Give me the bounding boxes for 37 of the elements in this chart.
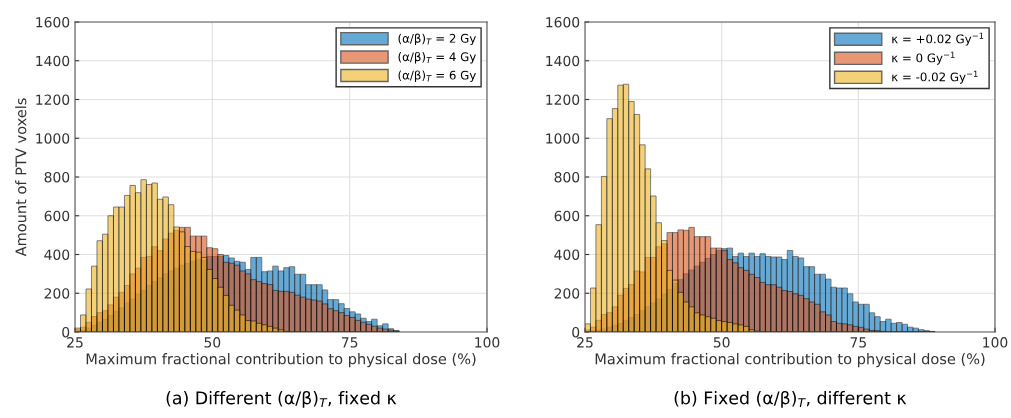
y-tick-label: 800 <box>44 171 70 183</box>
y-tick-label: 1600 <box>546 16 580 28</box>
y-axis-title: Amount of PTV voxels <box>15 98 27 257</box>
y-tick-label: 600 <box>554 210 580 222</box>
y-tick-label: 0 <box>62 326 70 338</box>
y-tick-label: 1200 <box>546 94 580 105</box>
text: (b) Fixed (α/β)$_{T}$, different κ <box>674 390 907 408</box>
y-tick-label: 1600 <box>36 16 70 28</box>
y-tick-label: 400 <box>44 249 70 260</box>
y-tick-label: 800 <box>554 171 580 183</box>
x-tick-label: 50 <box>204 337 221 348</box>
legend-label: κ = +0.02 Gy$^{−1}$ <box>892 32 984 46</box>
x-tick-label: 100 <box>475 337 500 348</box>
y-tick-label: 400 <box>554 249 580 260</box>
y-tick-label: 1000 <box>546 133 580 144</box>
x-tick-label: 50 <box>713 337 730 348</box>
x-tick-label: 25 <box>577 337 593 348</box>
x-tick-label: 75 <box>850 337 866 348</box>
y-tick-label: 1200 <box>36 94 70 105</box>
y-tick-label: 600 <box>44 210 70 222</box>
legend-label: (α/β)$_{T}$ = 2 Gy <box>398 33 476 46</box>
x-axis-title: Maximum fractional contribution to physical dose (%) <box>595 353 985 368</box>
legend-label: (α/β)$_{T}$ = 4 Gy <box>398 51 476 64</box>
y-tick-label: 1000 <box>36 133 70 144</box>
legend-label: κ = 0 Gy$^{−1}$ <box>892 51 955 65</box>
x-tick-label: 25 <box>67 337 83 348</box>
x-axis-title: Maximum fractional contribution to physical dose (%) <box>86 353 476 368</box>
text: (a) Different (α/β)$_{T}$, fixed κ <box>166 390 397 408</box>
legend-label: κ = -0.02 Gy$^{−1}$ <box>892 70 978 84</box>
y-tick-label: 1400 <box>36 55 70 67</box>
x-tick-label: 100 <box>983 337 1008 348</box>
x-tick-label: 75 <box>341 337 358 348</box>
y-tick-label: 0 <box>572 326 580 338</box>
y-tick-label: 200 <box>554 288 580 299</box>
y-tick-label: 200 <box>44 288 70 299</box>
legend-label: (α/β)$_{T}$ = 6 Gy <box>398 70 476 82</box>
y-tick-label: 1400 <box>546 55 580 67</box>
